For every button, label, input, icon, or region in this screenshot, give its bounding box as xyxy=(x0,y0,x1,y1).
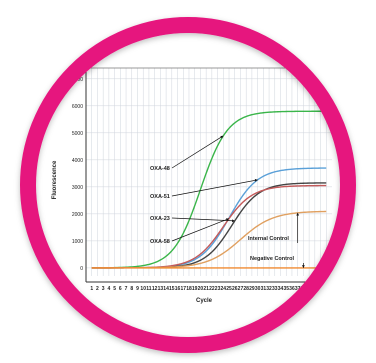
x-tick-label: 17 xyxy=(180,286,186,292)
x-tick-label: 4 xyxy=(107,286,110,292)
x-tick-label: 13 xyxy=(158,286,164,292)
y-tick-label: 1000 xyxy=(72,239,83,245)
x-tick-label: 37 xyxy=(295,286,301,292)
x-tick-label: 23 xyxy=(215,286,221,292)
x-tick-label: 21 xyxy=(203,286,209,292)
annotation-arrowhead xyxy=(232,219,235,223)
x-tick-label: 9 xyxy=(136,286,139,292)
x-tick-label: 14 xyxy=(163,286,169,292)
x-tick-label: 15 xyxy=(169,286,175,292)
x-tick-label: 27 xyxy=(238,286,244,292)
annotation-arrowhead xyxy=(226,218,230,221)
x-tick-label: 5 xyxy=(113,286,116,292)
annotation-label: OXA-51 xyxy=(150,194,170,200)
y-tick-label: 6000 xyxy=(72,104,83,110)
x-tick-label: 11 xyxy=(146,286,152,292)
y-tick-label: 5000 xyxy=(72,131,83,137)
x-tick-label: 42 xyxy=(323,286,329,292)
y-axis-label: Fluorescence xyxy=(52,160,58,199)
annotation-label: Negative Control xyxy=(250,256,294,262)
x-tick-label: 32 xyxy=(266,286,272,292)
x-tick-label: 7 xyxy=(125,286,128,292)
annotation-arrow xyxy=(171,179,258,197)
ring-border xyxy=(20,17,356,353)
y-tick-label: 4000 xyxy=(72,158,83,164)
x-tick-label: 31 xyxy=(261,286,267,292)
x-tick-label: 3 xyxy=(102,286,105,292)
x-tick-label: 18 xyxy=(186,286,192,292)
x-tick-label: 25 xyxy=(226,286,232,292)
annotation-arrowhead xyxy=(254,178,258,182)
x-tick-label: 8 xyxy=(130,286,133,292)
x-tick-label: 1 xyxy=(90,286,93,292)
grid-lines xyxy=(86,68,332,276)
y-tick-label: 0 xyxy=(80,266,83,272)
annotation-label: Internal Control xyxy=(248,236,289,242)
x-tick-label: 24 xyxy=(221,286,227,292)
annotation-label: OXA-58 xyxy=(150,239,170,245)
x-tick-label: 2 xyxy=(96,286,99,292)
x-tick-label: 30 xyxy=(255,286,261,292)
x-tick-label: 28 xyxy=(243,286,249,292)
x-tick-label: 36 xyxy=(289,286,295,292)
annotation-arrow xyxy=(171,135,224,169)
x-tick-label: 29 xyxy=(249,286,255,292)
x-tick-label: 34 xyxy=(278,286,284,292)
x-axis-label: Cycle xyxy=(196,298,213,304)
x-tick-label: 12 xyxy=(152,286,158,292)
annotation-arrowhead xyxy=(301,265,305,268)
x-tick-label: 19 xyxy=(192,286,198,292)
x-tick-label: 35 xyxy=(283,286,289,292)
x-tick-label: 26 xyxy=(232,286,238,292)
annotation-label: OXA-23 xyxy=(150,216,170,222)
series-line-oxa-48 xyxy=(91,110,327,269)
annotation-label: OXA-48 xyxy=(150,166,170,172)
annotations: OXA-48 OXA-51 OXA-23 OXA-58 Internal Control… xyxy=(150,135,305,268)
annotation-arrowhead xyxy=(220,135,224,139)
y-tick-label: 3000 xyxy=(72,185,83,191)
x-tick-label: 10 xyxy=(140,286,146,292)
x-tick-label: 6 xyxy=(119,286,122,292)
annotation-arrowhead xyxy=(296,212,300,216)
series-lines xyxy=(91,110,327,269)
annotation-arrow xyxy=(171,218,230,242)
x-tick-label: 20 xyxy=(198,286,204,292)
x-tick-label: 16 xyxy=(175,286,181,292)
x-tick-label: 33 xyxy=(272,286,278,292)
x-tick-label: 22 xyxy=(209,286,215,292)
y-tick-label: 2000 xyxy=(72,212,83,218)
